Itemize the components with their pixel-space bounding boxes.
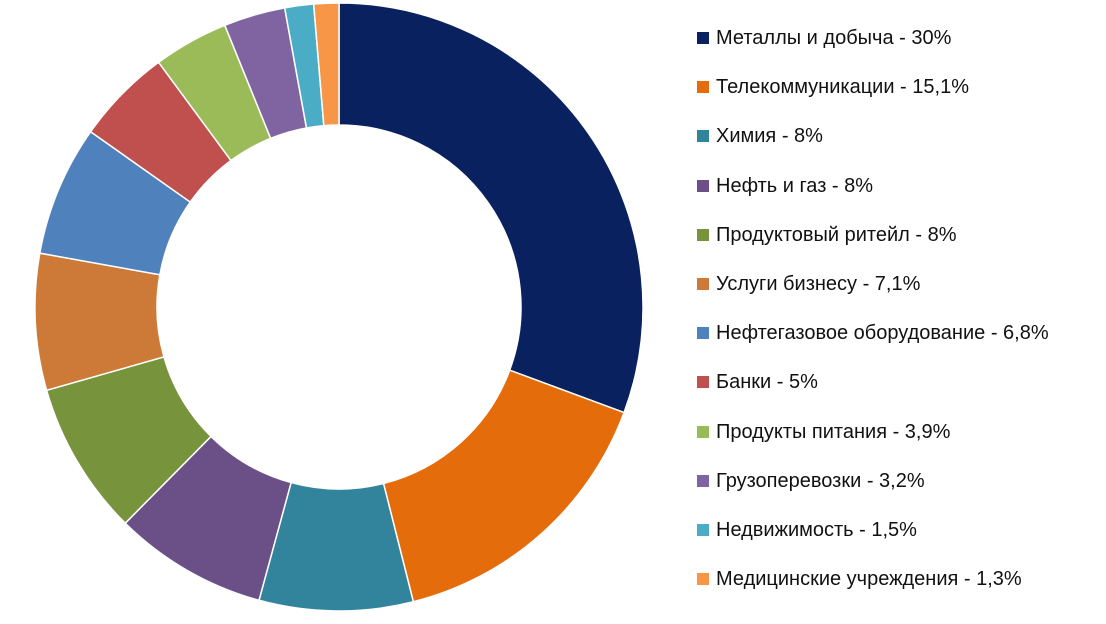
legend-swatch: [697, 81, 709, 94]
legend-swatch: [697, 376, 709, 389]
legend: Металлы и добыча - 30% Телекоммуникации -…: [697, 26, 1049, 616]
legend-item: Медицинские учреждения - 1,3%: [697, 567, 1049, 616]
legend-label: Металлы и добыча - 30%: [716, 27, 952, 49]
legend-swatch: [697, 277, 709, 290]
legend-label: Нефтегазовое оборудование - 6,8%: [716, 322, 1049, 345]
donut-slice-12: [312, 2, 340, 127]
legend-swatch: [697, 130, 709, 143]
legend-label: Медицинские учреждения - 1,3%: [716, 568, 1022, 591]
legend-swatch: [697, 179, 709, 192]
legend-item: Телекоммуникации - 15,1%: [697, 75, 1049, 124]
legend-item: Услуги бизнесу - 7,1%: [697, 272, 1049, 321]
legend-item: Металлы и добыча - 30%: [697, 26, 1049, 75]
legend-item: Нефтегазовое оборудование - 6,8%: [697, 321, 1049, 370]
legend-item: Продуктовый ритейл - 8%: [697, 223, 1049, 272]
legend-item: Банки - 5%: [697, 370, 1049, 419]
legend-label: Грузоперевозки - 3,2%: [716, 469, 925, 492]
legend-label: Продуктовый ритейл - 8%: [716, 223, 957, 246]
legend-swatch: [697, 573, 709, 586]
legend-swatch: [697, 523, 709, 536]
legend-label: Услуги бизнесу - 7,1%: [716, 272, 921, 295]
legend-swatch: [697, 32, 709, 44]
donut-slice-1: [338, 2, 644, 414]
legend-item: Продукты питания - 3,9%: [697, 420, 1049, 469]
legend-item: Химия - 8%: [697, 124, 1049, 173]
legend-label: Продукты питания - 3,9%: [716, 420, 951, 443]
legend-swatch: [697, 228, 709, 241]
legend-label: Телекоммуникации - 15,1%: [716, 76, 969, 99]
legend-label: Недвижимость - 1,5%: [716, 518, 917, 541]
legend-item: Грузоперевозки - 3,2%: [697, 469, 1049, 518]
legend-label: Банки - 5%: [716, 371, 818, 394]
legend-label: Нефть и газ - 8%: [716, 174, 874, 197]
legend-item: Нефть и газ - 8%: [697, 174, 1049, 223]
legend-swatch: [697, 425, 709, 438]
legend-label: Химия - 8%: [716, 125, 823, 148]
donut-slice-2: [382, 369, 626, 603]
legend-item: Недвижимость - 1,5%: [697, 518, 1049, 567]
legend-swatch: [697, 474, 709, 487]
donut-chart: [34, 2, 644, 612]
legend-swatch: [697, 327, 709, 340]
